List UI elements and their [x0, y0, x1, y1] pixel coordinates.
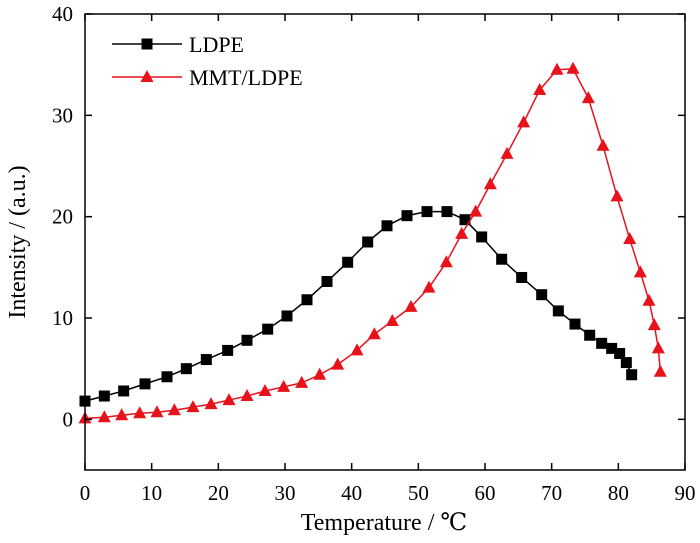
- data-point-ldpe: [321, 276, 333, 288]
- data-point-mmt-ldpe: [404, 299, 418, 312]
- data-point-ldpe: [614, 347, 626, 359]
- data-point-mmt-ldpe: [610, 189, 624, 202]
- data-point-mmt-ldpe: [204, 397, 218, 410]
- data-point-mmt-ldpe: [596, 138, 610, 151]
- data-point-ldpe: [476, 231, 488, 243]
- data-point-mmt-ldpe: [647, 318, 661, 331]
- data-point-ldpe: [496, 253, 508, 265]
- data-point-ldpe: [401, 210, 413, 222]
- data-point-ldpe: [118, 385, 130, 397]
- series-layer: [78, 61, 667, 424]
- data-point-mmt-ldpe: [581, 91, 595, 104]
- data-point-mmt-ldpe: [367, 327, 381, 340]
- data-point-ldpe: [139, 378, 151, 390]
- data-point-mmt-ldpe: [115, 408, 129, 421]
- data-point-ldpe: [421, 206, 433, 218]
- y-axis-title: Intensity / (a.u.): [5, 165, 31, 318]
- data-point-mmt-ldpe: [422, 280, 436, 293]
- data-point-mmt-ldpe: [186, 400, 200, 413]
- data-point-mmt-ldpe: [483, 177, 497, 190]
- data-point-mmt-ldpe: [350, 343, 364, 356]
- data-point-mmt-ldpe: [97, 410, 111, 423]
- data-point-mmt-ldpe: [385, 314, 399, 327]
- y-tick-label: 20: [52, 205, 73, 229]
- data-point-mmt-ldpe: [277, 379, 291, 392]
- data-point-ldpe: [342, 256, 354, 268]
- x-tick-label: 10: [141, 481, 162, 505]
- data-point-ldpe: [241, 334, 253, 346]
- data-point-mmt-ldpe: [331, 357, 345, 370]
- data-point-ldpe: [441, 206, 453, 218]
- data-point-mmt-ldpe: [295, 375, 309, 388]
- legend-marker-ldpe: [141, 38, 153, 50]
- y-tick-label: 10: [52, 306, 73, 330]
- data-point-mmt-ldpe: [222, 393, 236, 406]
- data-point-mmt-ldpe: [258, 383, 272, 396]
- x-tick-label: 40: [341, 481, 362, 505]
- data-point-mmt-ldpe: [653, 364, 667, 377]
- y-tick-label: 30: [52, 103, 73, 127]
- data-point-mmt-ldpe: [439, 255, 453, 268]
- x-tick-label: 20: [208, 481, 229, 505]
- data-point-ldpe: [569, 318, 581, 330]
- data-point-mmt-ldpe: [550, 62, 564, 75]
- data-point-mmt-ldpe: [517, 115, 531, 128]
- plot-frame: [84, 13, 686, 471]
- data-point-mmt-ldpe: [313, 367, 327, 380]
- data-point-ldpe: [516, 271, 528, 283]
- data-point-mmt-ldpe: [633, 265, 647, 278]
- legend-label-mmt-ldpe: MMT/LDPE: [189, 65, 303, 90]
- y-tick-label: 40: [52, 2, 73, 26]
- data-point-mmt-ldpe: [642, 293, 656, 306]
- x-tick-label: 50: [408, 481, 429, 505]
- x-tick-label: 30: [275, 481, 296, 505]
- data-point-ldpe: [620, 357, 632, 369]
- data-point-mmt-ldpe: [623, 231, 637, 244]
- data-point-mmt-ldpe: [150, 405, 164, 418]
- data-point-mmt-ldpe: [500, 146, 514, 159]
- data-point-ldpe: [536, 289, 548, 301]
- legend-label-ldpe: LDPE: [189, 32, 244, 57]
- x-tick-label: 60: [475, 481, 496, 505]
- data-point-ldpe: [584, 329, 596, 341]
- data-point-ldpe: [180, 363, 192, 375]
- data-point-mmt-ldpe: [167, 403, 181, 416]
- x-tick-label: 70: [541, 481, 562, 505]
- legend-marker-mmt-ldpe: [140, 70, 154, 82]
- y-tick-label: 0: [63, 407, 74, 431]
- data-point-mmt-ldpe: [240, 389, 254, 402]
- x-axis-title: Temperature / ℃: [301, 510, 467, 536]
- data-point-mmt-ldpe: [533, 83, 547, 95]
- data-point-mmt-ldpe: [133, 406, 147, 419]
- data-point-ldpe: [362, 236, 374, 248]
- data-point-mmt-ldpe: [469, 204, 483, 217]
- data-point-ldpe: [222, 344, 234, 356]
- data-point-ldpe: [459, 214, 471, 226]
- data-point-ldpe: [626, 369, 638, 381]
- data-point-mmt-ldpe: [651, 341, 665, 354]
- legend: LDPE MMT/LDPE: [112, 32, 303, 90]
- data-point-mmt-ldpe: [455, 226, 469, 239]
- data-point-ldpe: [552, 305, 564, 317]
- data-point-ldpe: [381, 220, 393, 232]
- data-point-mmt-ldpe: [566, 61, 580, 74]
- data-point-ldpe: [262, 323, 274, 335]
- x-tick-label: 90: [675, 481, 696, 505]
- x-tick-label: 80: [608, 481, 629, 505]
- x-tick-label: 0: [80, 481, 91, 505]
- ticks-layer: 0 10 20 30 40 50 60 70 80 90 0 10 20 30 40: [52, 2, 696, 505]
- data-point-ldpe: [98, 390, 110, 402]
- data-point-ldpe: [200, 354, 212, 366]
- data-point-ldpe: [301, 294, 313, 306]
- data-point-ldpe: [281, 310, 293, 322]
- data-point-ldpe: [606, 342, 618, 354]
- data-point-ldpe: [161, 371, 173, 383]
- data-point-ldpe: [596, 337, 608, 349]
